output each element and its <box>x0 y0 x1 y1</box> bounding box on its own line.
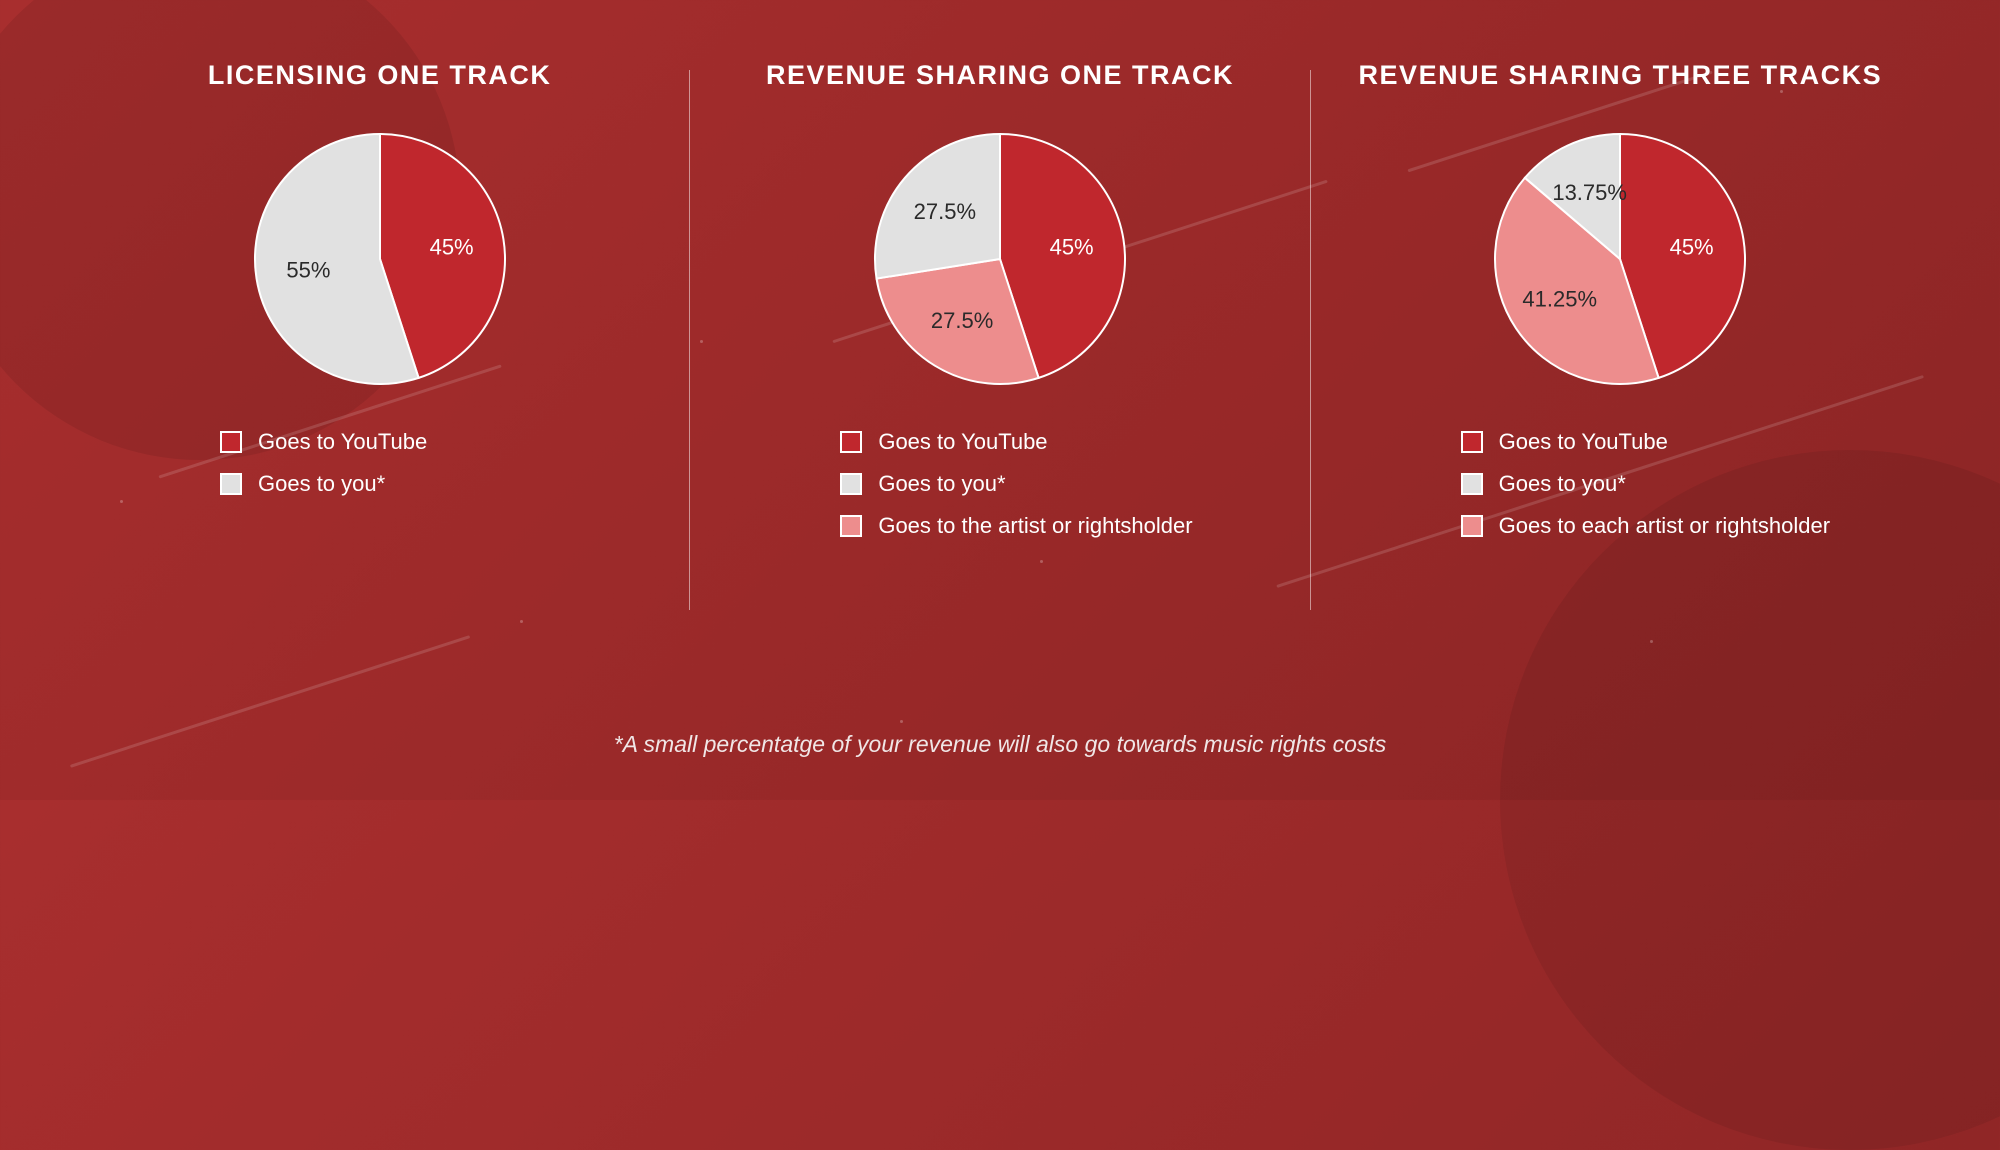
slice-label: 27.5% <box>914 199 976 224</box>
slice-label: 27.5% <box>931 308 993 333</box>
pie-chart: 45% 27.5% 27.5% <box>870 129 1130 389</box>
chart-panel: REVENUE SHARING ONE TRACK 45% 27.5% 27.5% Go… <box>690 60 1309 539</box>
slice-label: 41.25% <box>1523 286 1598 311</box>
legend-item: Goes to you* <box>1461 471 1830 497</box>
chart-title: REVENUE SHARING ONE TRACK <box>766 60 1234 91</box>
legend-item: Goes to YouTube <box>220 429 427 455</box>
slice-label: 45% <box>1050 235 1094 260</box>
legend-label: Goes to YouTube <box>258 429 427 455</box>
legend-swatch <box>1461 473 1483 495</box>
slice-label: 45% <box>429 235 473 260</box>
charts-container: LICENSING ONE TRACK 45% 55% Goes to YouTube… <box>0 0 2000 800</box>
slice-label: 55% <box>286 257 330 282</box>
legend-label: Goes to the artist or rightsholder <box>878 513 1192 539</box>
legend-item: Goes to you* <box>220 471 427 497</box>
slice-label: 13.75% <box>1553 180 1628 205</box>
legend-swatch <box>1461 431 1483 453</box>
pie-chart: 45% 55% <box>250 129 510 389</box>
legend-item: Goes to the artist or rightsholder <box>840 513 1192 539</box>
legend-label: Goes to you* <box>258 471 385 497</box>
chart-panel: REVENUE SHARING THREE TRACKS 45% 41.25% 13.… <box>1311 60 1930 539</box>
legend-item: Goes to you* <box>840 471 1192 497</box>
pie-chart: 45% 41.25% 13.75% <box>1490 129 1750 389</box>
chart-title: REVENUE SHARING THREE TRACKS <box>1359 60 1883 91</box>
legend-swatch <box>840 431 862 453</box>
legend-label: Goes to each artist or rightsholder <box>1499 513 1830 539</box>
legend-swatch <box>220 431 242 453</box>
legend-swatch <box>220 473 242 495</box>
legend: Goes to YouTube Goes to you* Goes to each … <box>1461 429 1830 539</box>
footnote: *A small percentatge of your revenue wil… <box>0 731 2000 758</box>
legend-swatch <box>1461 515 1483 537</box>
legend-swatch <box>840 473 862 495</box>
chart-title: LICENSING ONE TRACK <box>208 60 552 91</box>
legend-label: Goes to you* <box>878 471 1005 497</box>
chart-panel: LICENSING ONE TRACK 45% 55% Goes to YouTube… <box>70 60 689 497</box>
legend-label: Goes to YouTube <box>878 429 1047 455</box>
legend-item: Goes to YouTube <box>1461 429 1830 455</box>
legend-item: Goes to each artist or rightsholder <box>1461 513 1830 539</box>
legend-swatch <box>840 515 862 537</box>
legend-label: Goes to YouTube <box>1499 429 1668 455</box>
legend-label: Goes to you* <box>1499 471 1626 497</box>
legend-item: Goes to YouTube <box>840 429 1192 455</box>
legend: Goes to YouTube Goes to you* <box>220 429 427 497</box>
slice-label: 45% <box>1670 235 1714 260</box>
legend: Goes to YouTube Goes to you* Goes to the a… <box>840 429 1192 539</box>
